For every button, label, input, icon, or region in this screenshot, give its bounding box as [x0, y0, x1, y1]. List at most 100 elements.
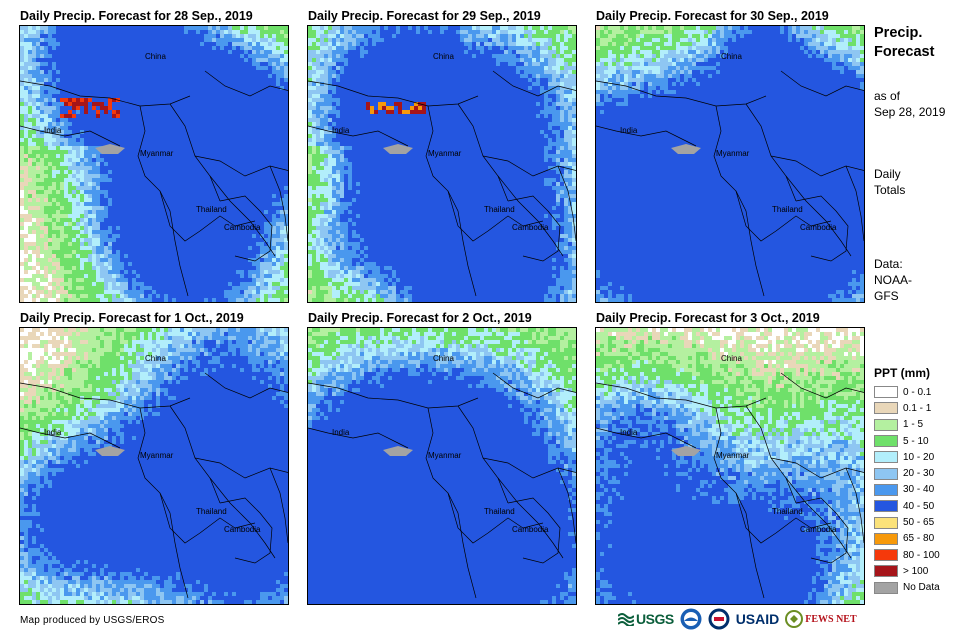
legend-label: 10 - 20	[903, 452, 934, 463]
country-label-china: China	[145, 354, 166, 363]
panel-title: Daily Precip. Forecast for 29 Sep., 2019	[308, 9, 541, 23]
ppt-legend: PPT (mm) 0 - 0.1 0.1 - 1 1 - 5 5 - 10 10 - 2…	[874, 366, 940, 596]
country-label-china: China	[433, 354, 454, 363]
legend-swatch	[874, 532, 898, 545]
legend-label: 0.1 - 1	[903, 403, 931, 414]
country-label-myanmar: Myanmar	[140, 149, 174, 158]
legend-label: 80 - 100	[903, 550, 940, 561]
legend-row: 40 - 50	[874, 498, 940, 514]
legend-swatch	[874, 549, 898, 562]
as-of-label: as of	[874, 88, 945, 104]
daily-totals-line: Totals	[874, 182, 905, 198]
country-label-thailand: Thailand	[484, 205, 515, 214]
legend-row: No Data	[874, 580, 940, 596]
legend-swatch	[874, 386, 898, 399]
fews-globe-icon	[785, 610, 804, 628]
daily-totals: Daily Totals	[874, 166, 905, 198]
country-label-india: India	[332, 428, 350, 437]
panel-title: Daily Precip. Forecast for 28 Sep., 2019	[20, 9, 253, 23]
data-source-line: Data:	[874, 256, 912, 272]
country-label-cambodia: Cambodia	[512, 223, 549, 232]
as-of-date: as of Sep 28, 2019	[874, 88, 945, 120]
country-label-myanmar: Myanmar	[716, 451, 750, 460]
as-of-value: Sep 28, 2019	[874, 104, 945, 120]
legend-swatch	[874, 483, 898, 496]
panel-title: Daily Precip. Forecast for 30 Sep., 2019	[596, 9, 829, 23]
logo-bar: USGS USAID FEWS NET	[618, 605, 857, 633]
title-line: Precip.	[874, 24, 934, 43]
country-label-thailand: Thailand	[196, 507, 227, 516]
country-label-thailand: Thailand	[772, 205, 803, 214]
legend-row: 30 - 40	[874, 482, 940, 498]
data-source-line: GFS	[874, 288, 912, 304]
legend-label: 0 - 0.1	[903, 387, 931, 398]
country-label-china: China	[145, 52, 166, 61]
map-panel: China India Myanmar Thailand Cambodia	[595, 327, 865, 605]
precip-map: China India Myanmar Thailand Cambodia	[308, 328, 576, 604]
legend-row: 10 - 20	[874, 449, 940, 465]
country-label-myanmar: Myanmar	[140, 451, 174, 460]
country-label-cambodia: Cambodia	[800, 223, 837, 232]
usgs-logo: USGS	[618, 611, 674, 627]
noaa-seal-icon	[680, 608, 702, 630]
legend-row: 50 - 65	[874, 514, 940, 530]
legend-row: > 100	[874, 563, 940, 579]
country-label-india: India	[44, 126, 62, 135]
legend-row: 20 - 30	[874, 465, 940, 481]
country-label-myanmar: Myanmar	[428, 451, 462, 460]
data-source-line: NOAA-	[874, 272, 912, 288]
map-panel: China India Myanmar Thailand Cambodia	[307, 327, 577, 605]
panel-title: Daily Precip. Forecast for 2 Oct., 2019	[308, 311, 532, 325]
country-label-india: India	[44, 428, 62, 437]
country-label-china: China	[721, 52, 742, 61]
country-label-thailand: Thailand	[772, 507, 803, 516]
usaid-seal-icon	[708, 608, 730, 630]
country-label-thailand: Thailand	[484, 507, 515, 516]
map-panel: China India Myanmar Thailand Cambodia	[19, 327, 289, 605]
fews-logo: FEWS NET	[785, 610, 857, 628]
usaid-logo: USAID	[736, 611, 780, 627]
country-label-cambodia: Cambodia	[512, 525, 549, 534]
panel-title: Daily Precip. Forecast for 1 Oct., 2019	[20, 311, 244, 325]
legend-swatch	[874, 451, 898, 464]
legend-label: 50 - 65	[903, 517, 934, 528]
legend-row: 0.1 - 1	[874, 400, 940, 416]
country-label-cambodia: Cambodia	[224, 223, 261, 232]
legend-row: 5 - 10	[874, 433, 940, 449]
legend-label: 1 - 5	[903, 419, 923, 430]
country-label-india: India	[620, 428, 638, 437]
country-label-china: China	[721, 354, 742, 363]
country-label-cambodia: Cambodia	[224, 525, 261, 534]
legend-label: No Data	[903, 582, 940, 593]
title-line: Forecast	[874, 43, 934, 62]
country-label-myanmar: Myanmar	[716, 149, 750, 158]
country-label-cambodia: Cambodia	[800, 525, 837, 534]
map-panel: China India Myanmar Thailand Cambodia	[595, 25, 865, 303]
legend-row: 0 - 0.1	[874, 384, 940, 400]
precip-map: China India Myanmar Thailand Cambodia	[20, 328, 288, 604]
legend-label: 20 - 30	[903, 468, 934, 479]
legend-swatch	[874, 581, 898, 594]
map-panel: China India Myanmar Thailand Cambodia	[19, 25, 289, 303]
country-label-myanmar: Myanmar	[428, 149, 462, 158]
legend-label: 30 - 40	[903, 484, 934, 495]
legend-label: 40 - 50	[903, 501, 934, 512]
legend-swatch	[874, 500, 898, 513]
data-source: Data: NOAA- GFS	[874, 256, 912, 304]
legend-row: 80 - 100	[874, 547, 940, 563]
legend-label: > 100	[903, 566, 928, 577]
map-credit: Map produced by USGS/EROS	[20, 615, 165, 626]
legend-swatch	[874, 467, 898, 480]
country-label-china: China	[433, 52, 454, 61]
panel-title: Daily Precip. Forecast for 3 Oct., 2019	[596, 311, 820, 325]
legend-title: PPT (mm)	[874, 366, 940, 380]
legend-row: 65 - 80	[874, 531, 940, 547]
precip-map: China India Myanmar Thailand Cambodia	[308, 26, 576, 302]
legend-swatch	[874, 402, 898, 415]
precip-map: China India Myanmar Thailand Cambodia	[596, 328, 864, 604]
precip-map: China India Myanmar Thailand Cambodia	[596, 26, 864, 302]
legend-label: 5 - 10	[903, 436, 929, 447]
legend-swatch	[874, 435, 898, 448]
precip-map: China India Myanmar Thailand Cambodia	[20, 26, 288, 302]
daily-totals-line: Daily	[874, 166, 905, 182]
